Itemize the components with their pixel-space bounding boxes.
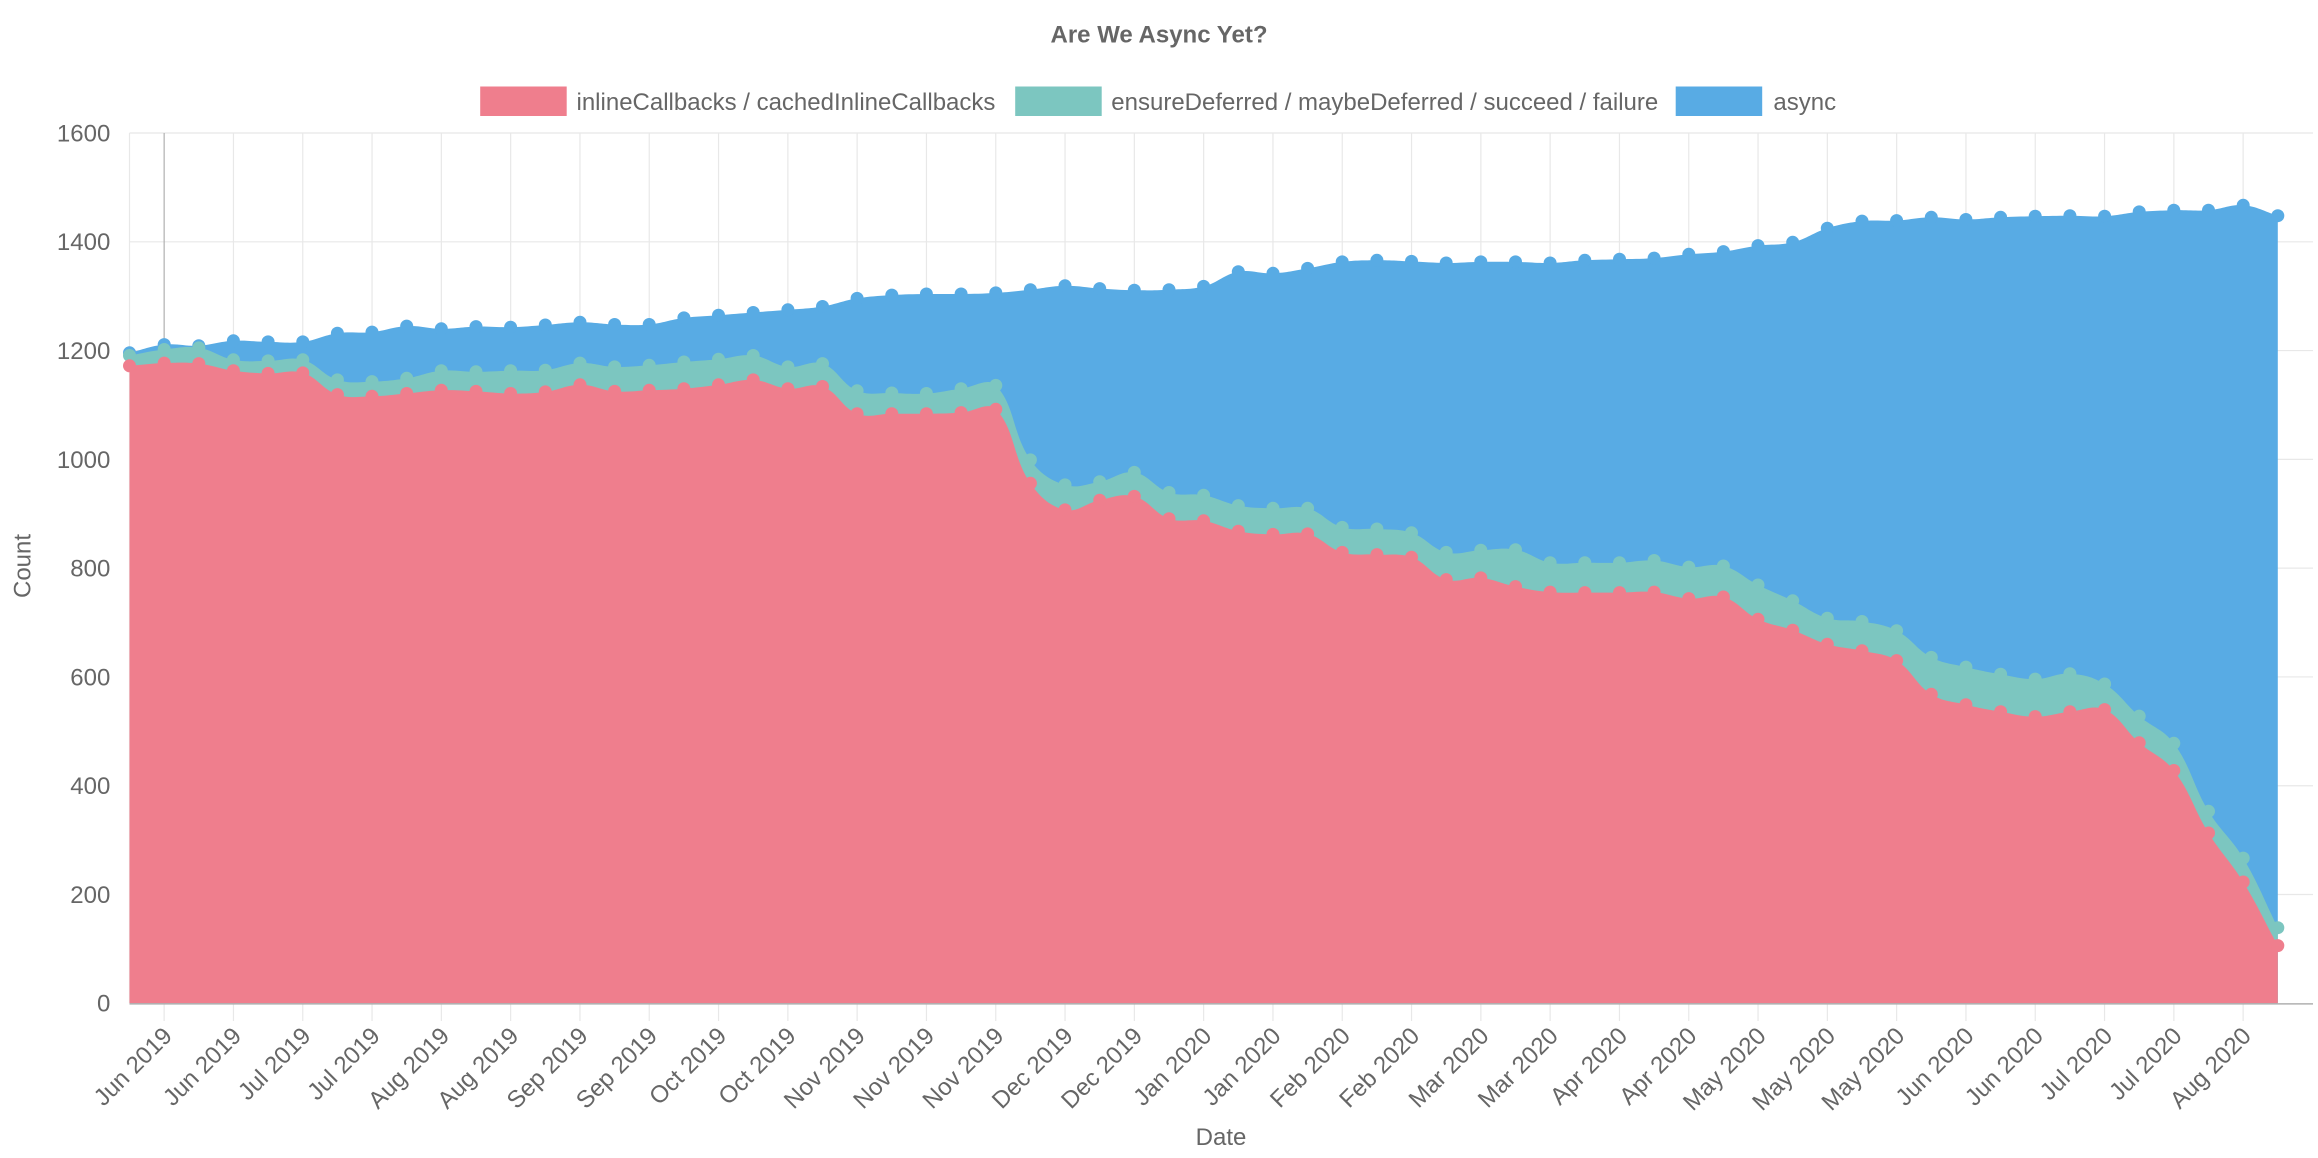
svg-text:inlineCallbacks / cachedInline: inlineCallbacks / cachedInlineCallbacks: [577, 89, 996, 116]
svg-text:400: 400: [70, 773, 110, 800]
svg-text:ensureDeferred / maybeDeferred: ensureDeferred / maybeDeferred / succeed…: [1111, 89, 1658, 116]
svg-text:Count: Count: [10, 534, 37, 598]
svg-text:600: 600: [70, 664, 110, 691]
svg-text:800: 800: [70, 556, 110, 583]
svg-text:Are We Async Yet?: Are We Async Yet?: [1051, 22, 1268, 49]
svg-text:200: 200: [70, 882, 110, 909]
svg-text:Date: Date: [1196, 1124, 1247, 1151]
svg-text:0: 0: [97, 991, 110, 1018]
svg-text:1200: 1200: [57, 338, 110, 365]
svg-text:1400: 1400: [57, 229, 110, 256]
svg-text:async: async: [1773, 89, 1836, 116]
svg-text:1600: 1600: [57, 120, 110, 147]
svg-text:1000: 1000: [57, 447, 110, 474]
